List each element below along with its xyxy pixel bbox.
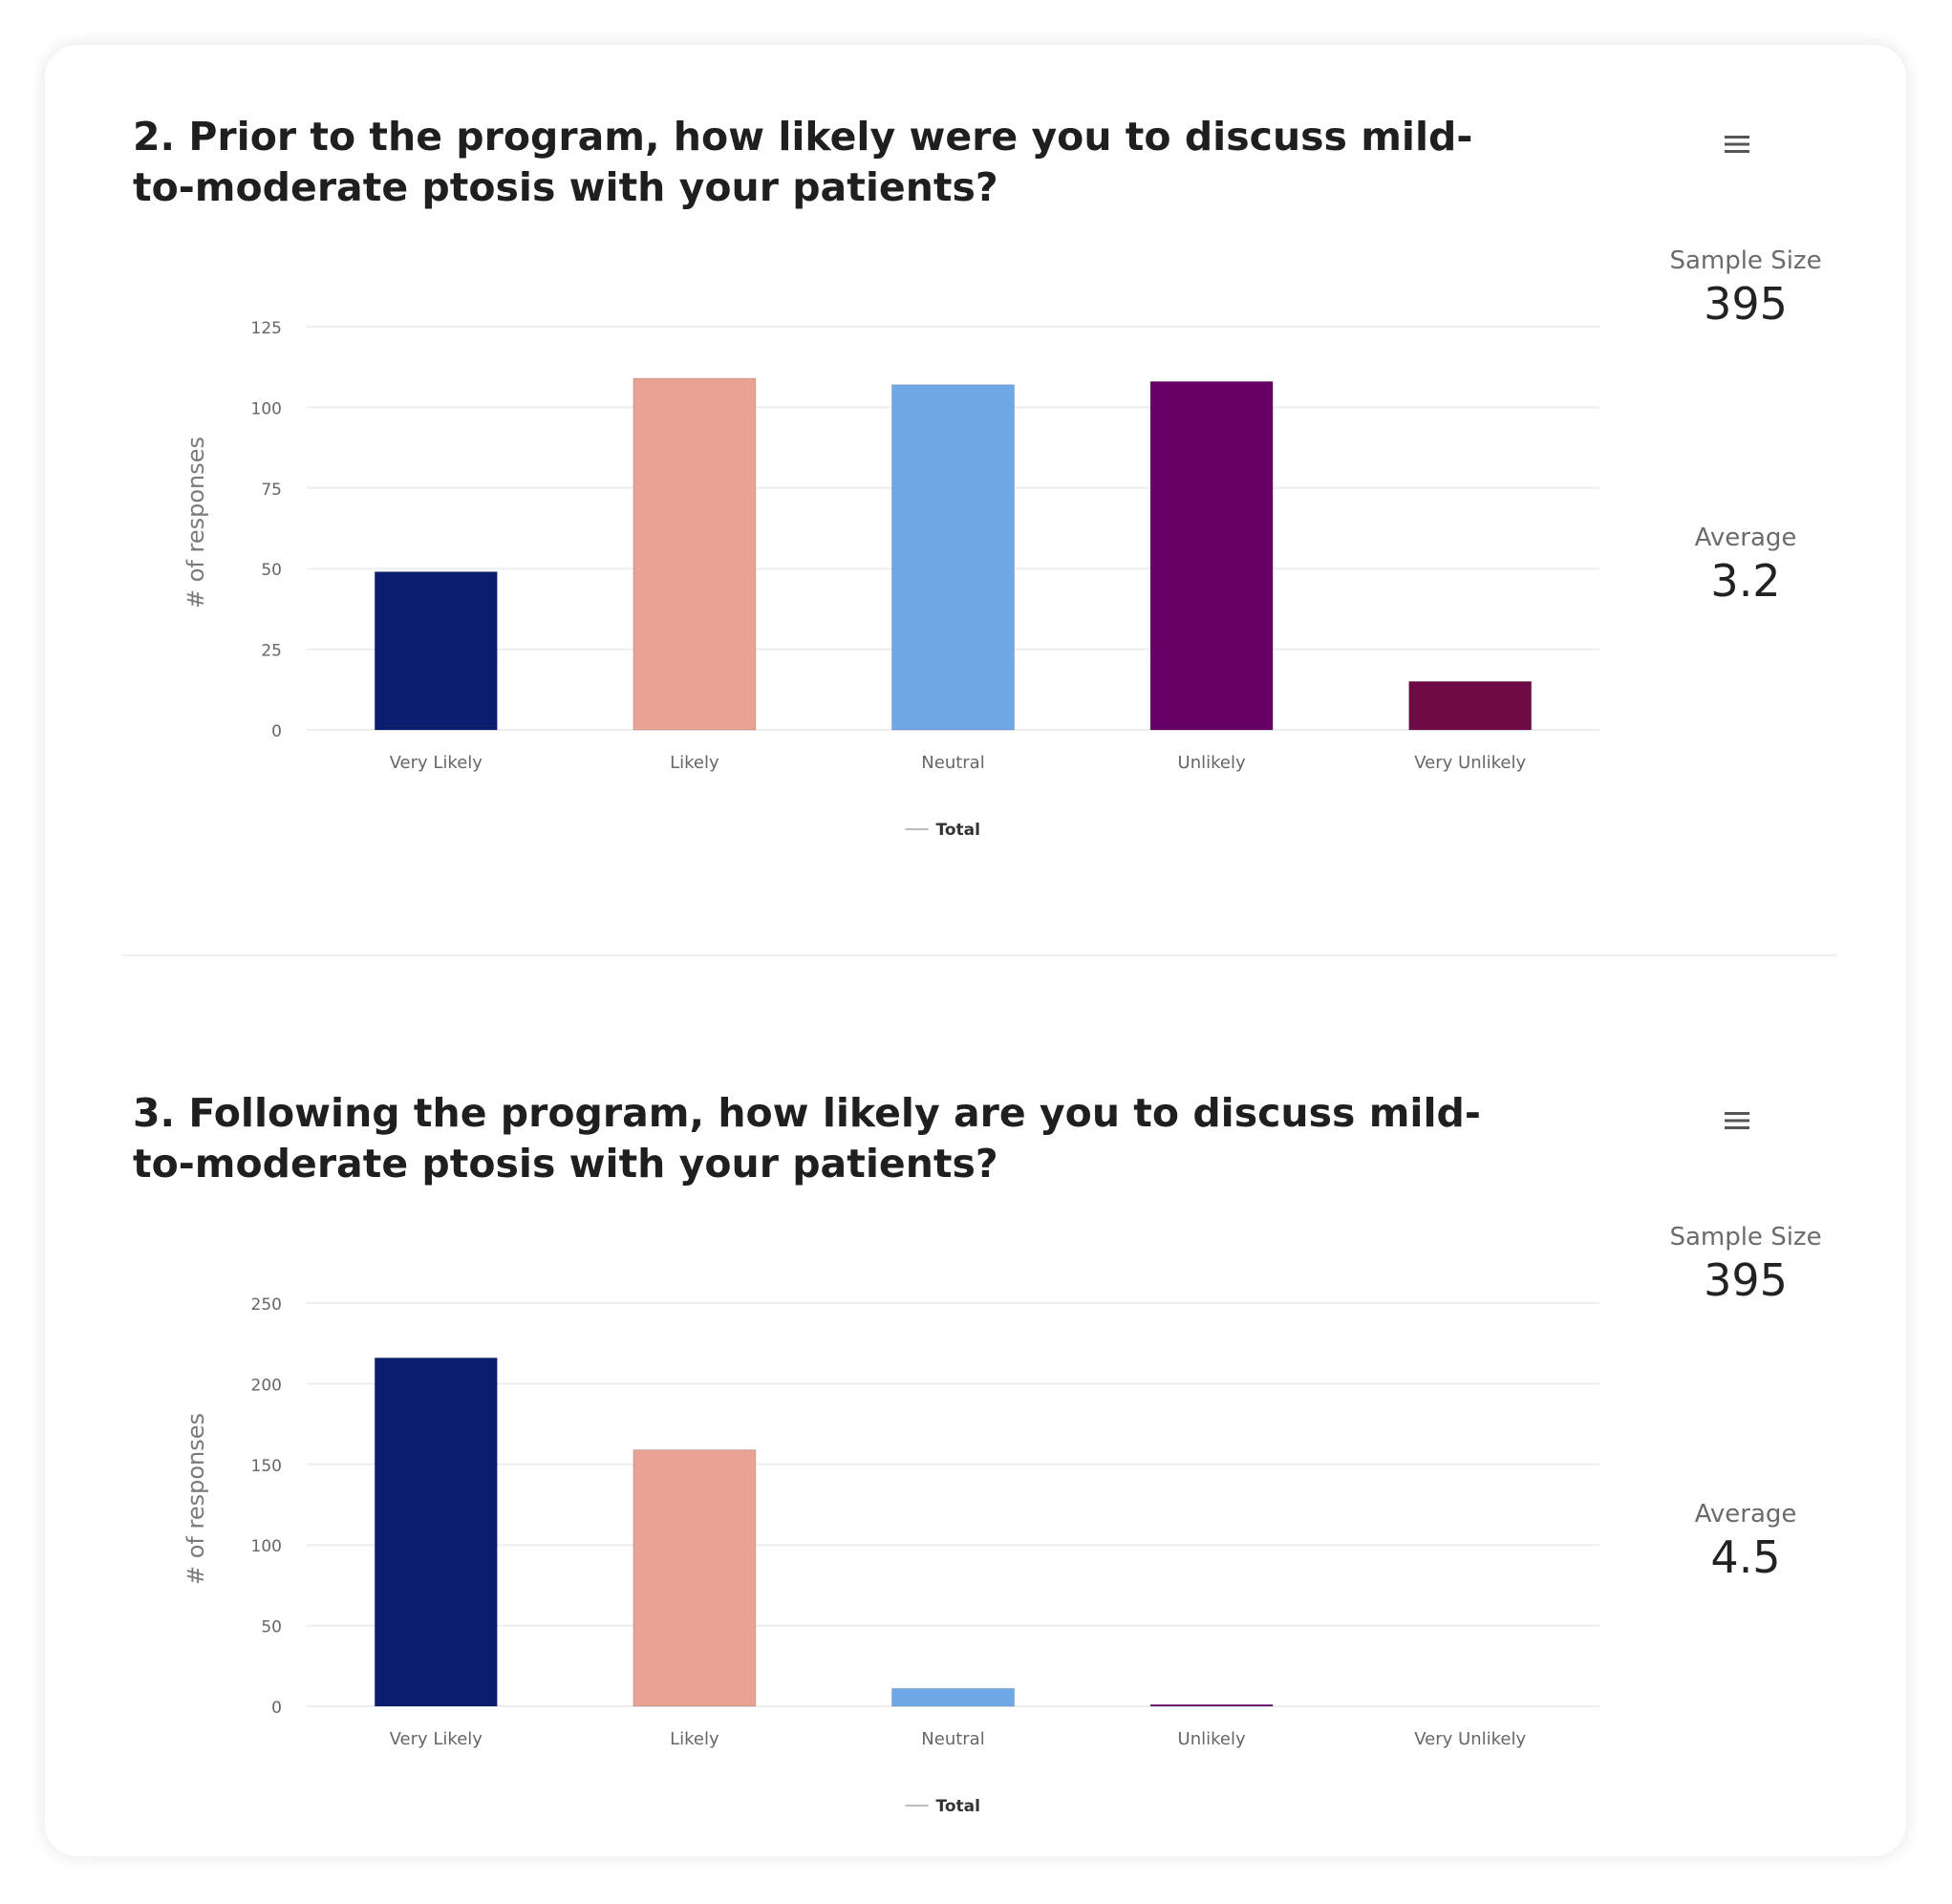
x-tick-label: Very Likely (390, 1729, 483, 1749)
y-tick-label: 100 (251, 399, 282, 418)
sample-size-label: Sample Size (1669, 246, 1822, 275)
x-tick-label: Very Likely (390, 753, 483, 773)
bar (891, 1687, 1015, 1707)
average-label: Average (1694, 1500, 1797, 1529)
legend-label: Total (936, 1797, 980, 1816)
x-tick-label: Unlikely (1178, 753, 1246, 773)
x-tick-label: Very Unlikely (1414, 1729, 1526, 1749)
average-stat: Average 4.5 (1588, 1499, 1903, 1585)
bar (633, 377, 757, 731)
x-tick-label: Unlikely (1178, 1729, 1246, 1749)
y-axis-label: # of responses (182, 437, 209, 609)
y-tick-label: 150 (251, 1457, 282, 1476)
question-title: 2. Prior to the program, how likely were… (133, 114, 1473, 210)
x-tick-label: Neutral (921, 753, 984, 773)
y-tick-label: 50 (261, 561, 282, 580)
bar-chart: 0 25 50 75 100 125 # of responses Very Likely Li… (182, 319, 1599, 840)
x-tick-label: Likely (670, 1729, 719, 1749)
sample-size-value: 395 (1704, 1254, 1788, 1306)
section-divider (123, 954, 1836, 956)
y-tick-label: 125 (251, 319, 282, 338)
y-tick-label: 250 (251, 1295, 282, 1315)
y-tick-label: 0 (271, 1699, 282, 1718)
y-tick-label: 0 (271, 722, 282, 741)
bar (374, 1357, 498, 1707)
average-value: 4.5 (1710, 1531, 1781, 1583)
question-title: 3. Following the program, how likely are… (133, 1090, 1481, 1187)
bar (633, 1449, 757, 1707)
y-tick-label: 100 (251, 1537, 282, 1556)
y-tick-label: 200 (251, 1376, 282, 1395)
sample-size-label: Sample Size (1669, 1223, 1822, 1252)
bar (1149, 1703, 1274, 1707)
survey-results-card: 2. Prior to the program, how likely were… (45, 45, 1906, 1856)
y-tick-label: 25 (261, 642, 282, 661)
sample-size-stat: Sample Size 395 (1588, 246, 1903, 332)
average-label: Average (1694, 524, 1797, 552)
question-section-3: 3. Following the program, how likely are… (45, 1021, 1906, 1862)
x-tick-label: Likely (670, 753, 719, 773)
question-section-2: 2. Prior to the program, how likely were… (45, 45, 1906, 886)
legend-label: Total (936, 821, 980, 840)
sample-size-value: 395 (1704, 278, 1788, 330)
hamburger-menu-icon[interactable] (1721, 1104, 1753, 1137)
bar (891, 384, 1015, 731)
bar (1149, 380, 1274, 731)
bar (374, 571, 498, 731)
average-stat: Average 3.2 (1588, 523, 1903, 609)
bar-chart: 0 50 100 150 200 250 # of responses Very Likely… (182, 1295, 1599, 1816)
sample-size-stat: Sample Size 395 (1588, 1222, 1903, 1308)
y-tick-label: 50 (261, 1618, 282, 1637)
y-tick-label: 75 (261, 481, 282, 500)
bar (1408, 680, 1533, 731)
hamburger-menu-icon[interactable] (1721, 128, 1753, 160)
x-tick-label: Neutral (921, 1729, 984, 1749)
y-axis-label: # of responses (182, 1413, 209, 1585)
average-value: 3.2 (1710, 555, 1781, 607)
x-tick-label: Very Unlikely (1414, 753, 1526, 773)
